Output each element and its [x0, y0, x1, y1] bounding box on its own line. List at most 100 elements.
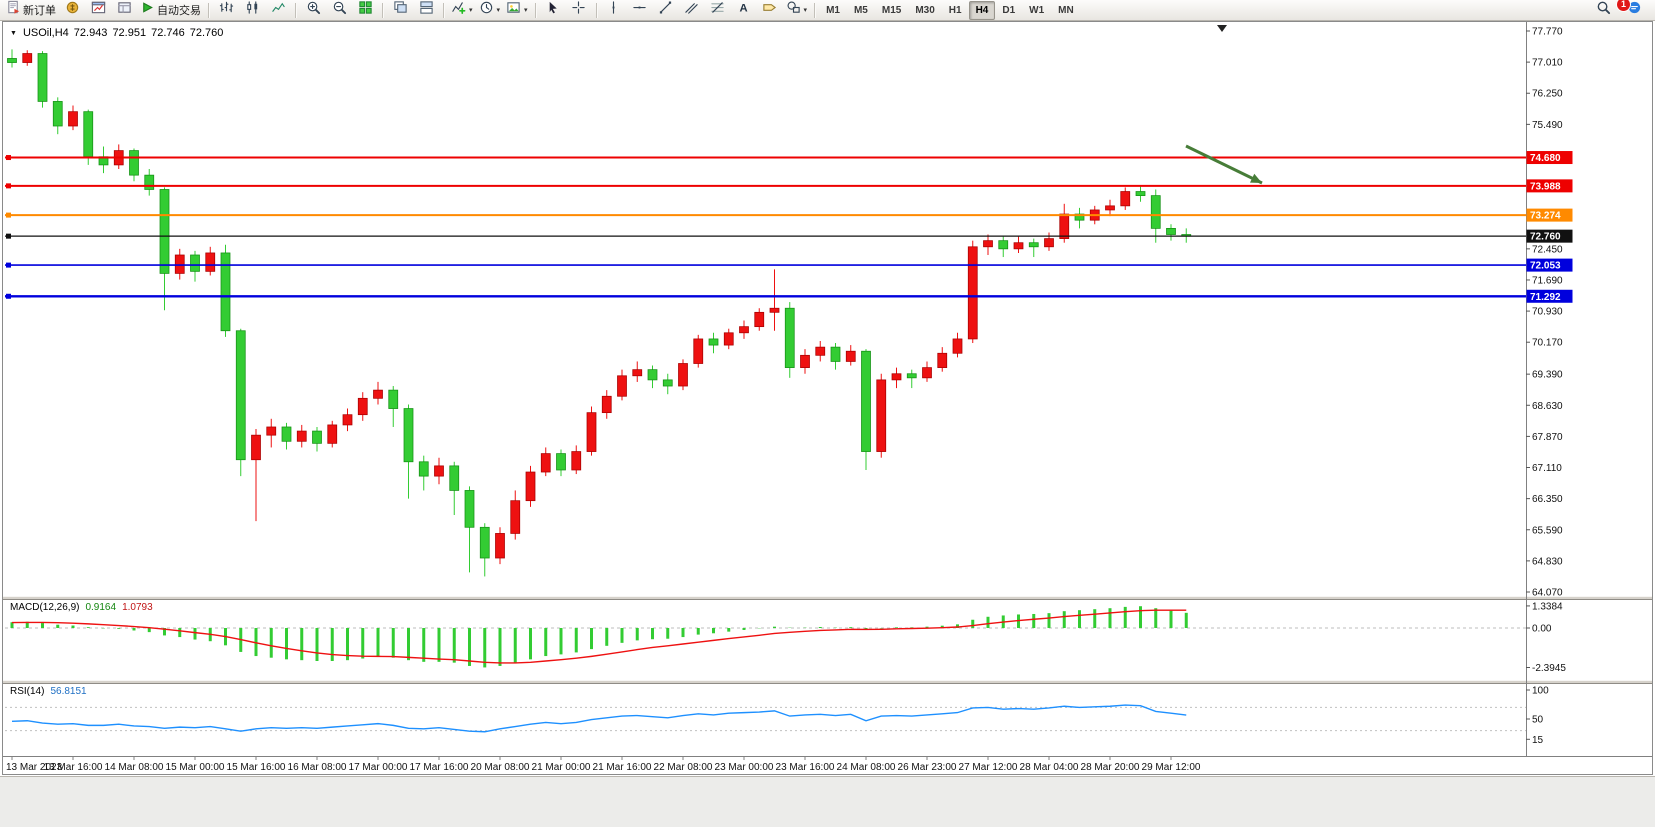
chart-open-value: 72.943 — [73, 27, 108, 39]
channel-tool-button[interactable] — [679, 0, 705, 21]
candle-body — [571, 451, 582, 471]
search-button[interactable] — [1590, 0, 1616, 21]
chart-window[interactable]: 77.770 77.010 76.250 75.490 72.450 71.690 70.9… — [0, 21, 1655, 776]
zoom-in-icon — [306, 0, 321, 20]
open-chart-button[interactable] — [85, 0, 111, 21]
zoom-in-button[interactable] — [300, 0, 326, 21]
candle-body — [1013, 242, 1024, 250]
candle-body — [342, 414, 353, 426]
chart-shift-marker[interactable] — [1217, 25, 1227, 32]
timeframe-button-d1[interactable]: D1 — [1002, 4, 1016, 16]
candle-body — [510, 500, 521, 534]
candle-body — [830, 346, 841, 362]
candle-body — [1135, 191, 1146, 196]
zoom-out-icon — [332, 0, 347, 20]
candle-body — [464, 490, 475, 528]
price-line-handle[interactable] — [6, 293, 11, 299]
candlestick-chart-button[interactable] — [239, 0, 265, 21]
chart-close-value: 72.760 — [189, 27, 224, 39]
price-line-handle[interactable] — [6, 212, 11, 218]
auto-trading-button[interactable]: 自动交易 — [137, 0, 204, 21]
candle-body — [876, 379, 887, 452]
tile-windows-button[interactable] — [352, 0, 378, 21]
price-line-handle[interactable] — [6, 155, 11, 161]
price-badge-73.274 — [1526, 208, 1573, 222]
candle-body — [52, 101, 63, 127]
candle-body — [754, 311, 765, 328]
tile-horizontal-button[interactable] — [413, 0, 439, 21]
candle-body — [662, 379, 673, 387]
zoom-out-button[interactable] — [326, 0, 352, 21]
label-tool-button[interactable] — [757, 0, 783, 21]
timeframe-button-m5[interactable]: M5 — [853, 4, 868, 16]
candle-body — [68, 111, 78, 127]
macd-tick-label: 0.00 — [1532, 624, 1552, 635]
time-tick-label: 29 Mar 12:00 — [1142, 762, 1201, 773]
timeframe-button-h4[interactable]: H4 — [968, 0, 996, 20]
macd-signal-line — [11, 609, 1187, 664]
price-line-handle[interactable] — [6, 183, 11, 189]
candle-body — [174, 254, 185, 274]
price-tick-label: 71.690 — [1532, 275, 1563, 286]
crosshair-tool-button[interactable] — [566, 0, 592, 21]
data-window-button[interactable] — [111, 0, 137, 21]
indicators-menu-button[interactable]: ▾ — [448, 0, 476, 21]
shapes-menu-button[interactable]: ▾ — [783, 0, 811, 21]
line-chart-button[interactable] — [265, 0, 291, 21]
candle-body — [1074, 213, 1085, 221]
candle-body — [739, 326, 749, 334]
cursor-tool-button[interactable] — [540, 0, 566, 21]
price-line-handle[interactable] — [6, 262, 11, 268]
candle-body — [586, 412, 597, 452]
candle-body — [952, 338, 963, 354]
candle-body — [632, 369, 643, 377]
panel-separator[interactable] — [3, 680, 1652, 684]
notifications-button[interactable]: 1 — [1616, 0, 1647, 21]
trend-arrow-annotation[interactable] — [1185, 144, 1263, 185]
time-tick-label: 21 Mar 00:00 — [532, 762, 591, 773]
toolbar-separator — [814, 2, 816, 18]
tile-grid-icon — [358, 0, 373, 20]
price-line-handle[interactable] — [6, 233, 11, 239]
bars-chart-button[interactable] — [213, 0, 239, 21]
templates-menu-button[interactable]: ▾ — [503, 0, 531, 21]
timeframe-button-m30[interactable]: M30 — [915, 4, 935, 16]
price-tick-label: 70.930 — [1532, 307, 1563, 318]
candle-body — [784, 307, 795, 368]
price-tick-label: 69.390 — [1532, 370, 1563, 381]
candle-body — [983, 240, 993, 248]
candle-body — [815, 346, 826, 356]
price-tick-label: 67.870 — [1532, 432, 1563, 443]
trendline-tool-button[interactable] — [653, 0, 679, 21]
price-badge-72.760 — [1526, 229, 1573, 243]
candle-body — [617, 375, 627, 397]
panel-separator[interactable] — [3, 596, 1652, 600]
timeframe-button-m15[interactable]: M15 — [881, 4, 902, 16]
timeframe-button-h1[interactable]: H1 — [948, 4, 962, 16]
new-order-button[interactable]: 新订单 — [3, 0, 59, 21]
text-tool-button[interactable]: A — [731, 0, 757, 21]
fibonacci-tool-button[interactable] — [705, 0, 731, 21]
play-icon — [140, 0, 155, 20]
vertical-line-tool-button[interactable] — [601, 0, 627, 21]
horizontal-line-tool-button[interactable] — [627, 0, 653, 21]
candle-body — [479, 526, 490, 559]
candle-body — [1044, 238, 1054, 248]
rsi-value: 56.8151 — [50, 686, 87, 697]
chart-canvas[interactable]: 77.770 77.010 76.250 75.490 72.450 71.690 70.9… — [0, 21, 1655, 776]
timeframe-button-w1[interactable]: W1 — [1029, 4, 1045, 16]
timeframe-button-m1[interactable]: M1 — [826, 4, 840, 16]
candle-body — [998, 240, 1009, 250]
chart-window-icon — [91, 0, 106, 20]
rsi-tick-label: 50 — [1532, 715, 1544, 726]
notification-count-badge: 1 — [1616, 0, 1631, 12]
periods-menu-button[interactable]: ▾ — [476, 0, 504, 21]
candle-body — [251, 434, 261, 461]
candle-body — [1120, 191, 1131, 207]
timeframe-button-mn[interactable]: MN — [1058, 4, 1074, 16]
one-click-trading-toggle[interactable]: ▼ — [10, 29, 17, 37]
text-icon: A — [736, 0, 751, 20]
market-watch-button[interactable] — [59, 0, 85, 21]
cascade-windows-button[interactable] — [387, 0, 413, 21]
